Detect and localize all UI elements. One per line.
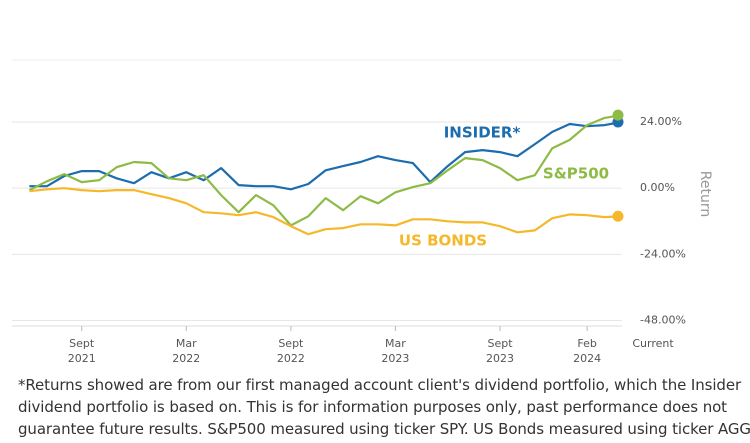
series-label: US BONDS [399, 232, 487, 250]
series-line [29, 187, 623, 236]
series-label: S&P500 [543, 165, 609, 183]
y-tick-label: -24.00% [640, 247, 686, 260]
end-dot [612, 109, 624, 121]
x-tick-label: Mar 2023 [381, 337, 410, 365]
x-tick-label: Sept 2023 [486, 337, 514, 365]
y-axis-label: Return [697, 171, 713, 217]
x-tick-label: Mar 2022 [172, 337, 201, 365]
end-dot [612, 210, 624, 222]
y-tick-label: -48.00% [640, 313, 686, 326]
chart: Return -48.00% -24.00% 0.00% 24.00% INSIDER*… [12, 59, 713, 331]
x-tick-label: Sept 2021 [67, 337, 96, 365]
x-tick-label: Sept 2022 [276, 337, 305, 365]
series-label: INSIDER* [444, 124, 521, 142]
y-tick-label: 0.00% [640, 181, 675, 194]
series-line [28, 114, 623, 227]
x-tick-label: Feb 2024 [573, 337, 602, 365]
x-end-label: Current [632, 337, 674, 350]
footnote-line: guarantee future results. S&P500 measure… [18, 420, 750, 438]
footnote-line: dividend portfolio is based on. This is … [18, 398, 727, 416]
footnote-line: *Returns showed are from our first manag… [18, 376, 742, 394]
y-tick-label: 24.00% [640, 115, 682, 128]
series-line [29, 120, 623, 191]
